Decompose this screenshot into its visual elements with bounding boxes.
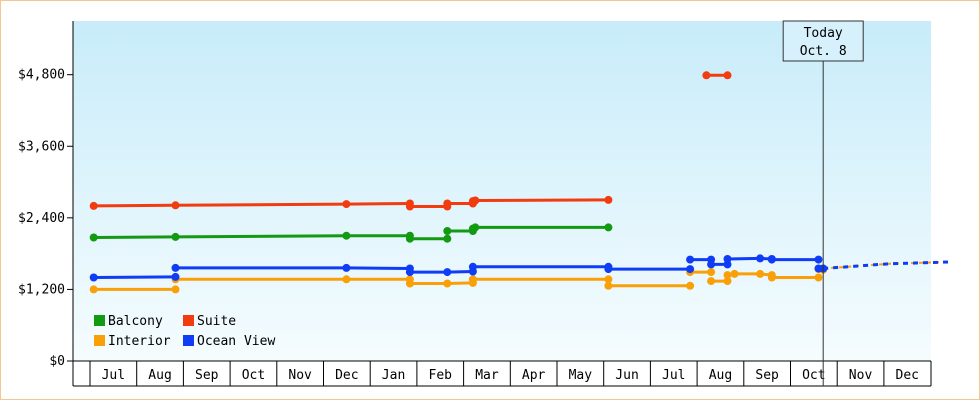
balcony-point <box>471 223 480 232</box>
legend-swatch <box>94 335 105 346</box>
suite-point <box>405 202 414 211</box>
ocean-view-line <box>409 270 473 274</box>
interior-point <box>723 271 732 280</box>
suite-point <box>89 201 98 210</box>
x-month-label: Sep <box>755 368 779 383</box>
suite-line <box>93 202 410 208</box>
x-month-label: Feb <box>429 368 453 383</box>
balcony-point <box>342 231 351 240</box>
today-marker-box <box>782 20 864 62</box>
interior-point <box>342 275 351 284</box>
legend-label: Suite <box>197 314 236 329</box>
suite-point <box>702 71 711 80</box>
interior-point <box>756 269 765 278</box>
ocean-view-point <box>686 255 695 264</box>
interior-point <box>730 269 739 278</box>
suite-point <box>471 196 480 205</box>
ocean-view-line <box>727 256 772 261</box>
legend-label: Balcony <box>108 314 163 329</box>
interior-projection-line <box>823 261 950 270</box>
suite-point <box>723 71 732 80</box>
suite-point <box>604 195 613 204</box>
ocean-view-point <box>756 254 765 263</box>
ocean-view-point <box>171 272 180 281</box>
suite-point <box>171 201 180 210</box>
x-month-label: Jun <box>615 368 638 383</box>
interior-point <box>707 268 716 277</box>
interior-line <box>409 281 473 285</box>
y-tick-label: $3,600 <box>18 139 65 154</box>
x-month-label: May <box>569 368 593 383</box>
interior-point <box>171 285 180 294</box>
interior-point <box>604 281 613 290</box>
balcony-point <box>171 232 180 241</box>
x-month-label: Jul <box>662 368 685 383</box>
balcony-point <box>405 234 414 243</box>
x-month-label: Jan <box>382 368 405 383</box>
interior-point <box>468 275 477 284</box>
interior-point <box>443 279 452 288</box>
interior-point <box>814 273 823 282</box>
x-month-label: Jul <box>102 368 125 383</box>
x-month-label: Aug <box>148 368 171 383</box>
ocean-view-point <box>468 262 477 271</box>
legend-label: Ocean View <box>197 334 275 349</box>
suite-point <box>443 199 452 208</box>
legend-swatch <box>183 315 194 326</box>
ocean-view-point <box>171 263 180 272</box>
plot-area <box>73 21 931 361</box>
ocean-view-projection-line <box>823 260 950 270</box>
x-month-label: Oct <box>802 368 825 383</box>
ocean-view-point <box>767 255 776 264</box>
ocean-view-point <box>604 265 613 274</box>
x-month-label: Oct <box>242 368 265 383</box>
ocean-view-point <box>814 255 823 264</box>
ocean-view-point <box>443 268 452 277</box>
balcony-line <box>93 234 410 239</box>
ocean-view-line <box>175 266 410 270</box>
legend-label: Interior <box>108 334 171 349</box>
balcony-line <box>472 225 609 230</box>
interior-point <box>604 275 613 284</box>
ocean-view-point <box>723 255 732 263</box>
interior-point <box>707 277 716 286</box>
ocean-view-point <box>89 273 98 282</box>
suite-point <box>342 200 351 209</box>
balcony-point <box>443 227 452 235</box>
ocean-view-point <box>342 263 351 272</box>
balcony-point <box>604 223 613 232</box>
y-tick-label: $2,400 <box>18 211 65 226</box>
interior-point <box>767 273 776 282</box>
y-tick-label: $0 <box>49 354 65 369</box>
ocean-view-point <box>405 268 414 277</box>
y-tick-label: $1,200 <box>18 282 65 297</box>
ocean-view-line <box>93 275 176 279</box>
balcony-point <box>443 234 452 243</box>
x-month-label: Apr <box>522 368 546 383</box>
suite-line <box>472 198 609 203</box>
today-label: Today <box>804 26 843 41</box>
x-month-label: Dec <box>335 368 358 383</box>
legend-swatch <box>94 315 105 326</box>
ocean-view-point <box>686 265 695 274</box>
ocean-view-point <box>707 260 716 269</box>
x-month-label: Aug <box>709 368 732 383</box>
today-date: Oct. 8 <box>800 44 847 59</box>
x-month-label: Nov <box>288 368 312 383</box>
y-tick-label: $4,800 <box>18 68 65 83</box>
interior-point <box>405 279 414 288</box>
interior-point <box>686 281 695 290</box>
balcony-point <box>89 233 98 242</box>
x-month-label: Nov <box>849 368 873 383</box>
x-month-label: Sep <box>195 368 219 383</box>
x-month-label: Dec <box>896 368 919 383</box>
interior-point <box>723 277 732 286</box>
x-month-label: Mar <box>475 368 499 383</box>
interior-point <box>89 285 98 294</box>
legend-swatch <box>183 335 194 346</box>
